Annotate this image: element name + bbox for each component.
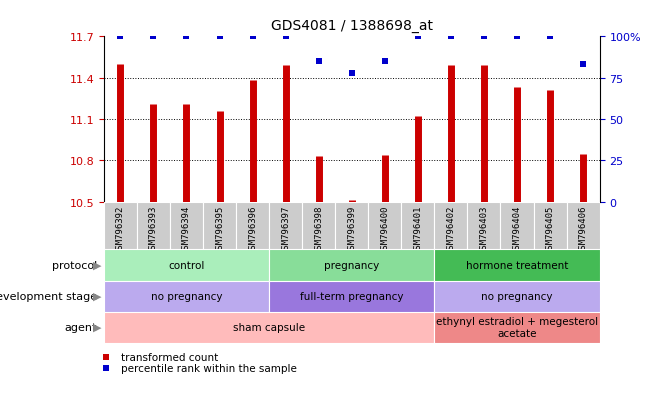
Point — [100, 354, 111, 360]
Bar — [500, 202, 533, 250]
Point — [578, 62, 588, 69]
Bar — [269, 281, 434, 312]
Text: ▶: ▶ — [93, 322, 102, 332]
Text: GSM796401: GSM796401 — [413, 205, 422, 253]
Text: ▶: ▶ — [93, 291, 102, 301]
Text: no pregnancy: no pregnancy — [481, 291, 553, 301]
Bar — [269, 250, 434, 281]
Point — [280, 34, 291, 40]
Point — [413, 34, 423, 40]
Text: GSM796399: GSM796399 — [347, 205, 356, 253]
Bar — [302, 202, 335, 250]
Text: GSM796394: GSM796394 — [182, 205, 191, 253]
Text: GSM796405: GSM796405 — [545, 205, 555, 253]
Bar — [104, 312, 434, 343]
Text: ethynyl estradiol + megesterol
acetate: ethynyl estradiol + megesterol acetate — [436, 316, 598, 338]
Text: GSM796395: GSM796395 — [215, 205, 224, 253]
Point — [214, 34, 225, 40]
Text: pregnancy: pregnancy — [324, 260, 379, 271]
Bar — [434, 250, 600, 281]
Bar — [533, 202, 567, 250]
Bar — [434, 281, 600, 312]
Bar — [203, 202, 236, 250]
Bar — [434, 312, 600, 343]
Text: GSM796402: GSM796402 — [446, 205, 456, 253]
Text: development stage: development stage — [0, 291, 97, 301]
Text: agent: agent — [65, 322, 97, 332]
Point — [247, 34, 258, 40]
Text: full-term pregnancy: full-term pregnancy — [300, 291, 403, 301]
Bar — [401, 202, 434, 250]
Point — [100, 365, 111, 371]
Point — [181, 34, 192, 40]
Text: GSM796404: GSM796404 — [513, 205, 521, 253]
Text: GSM796396: GSM796396 — [248, 205, 257, 253]
Bar — [335, 202, 368, 250]
Point — [446, 34, 456, 40]
Point — [115, 34, 126, 40]
Bar — [369, 202, 401, 250]
Bar — [468, 202, 500, 250]
Point — [545, 34, 555, 40]
Text: GSM796397: GSM796397 — [281, 205, 290, 253]
Bar — [269, 202, 302, 250]
Text: sham capsule: sham capsule — [233, 322, 305, 332]
Bar — [104, 202, 137, 250]
Text: no pregnancy: no pregnancy — [151, 291, 222, 301]
Text: control: control — [168, 260, 204, 271]
Bar — [236, 202, 269, 250]
Text: GSM796403: GSM796403 — [480, 205, 488, 253]
Text: hormone treatment: hormone treatment — [466, 260, 568, 271]
Point — [148, 34, 159, 40]
Bar — [434, 202, 468, 250]
Point — [512, 34, 523, 40]
Bar — [567, 202, 600, 250]
Point — [346, 70, 357, 77]
Point — [478, 34, 489, 40]
Bar — [104, 281, 269, 312]
Text: GSM796400: GSM796400 — [381, 205, 389, 253]
Text: GSM796393: GSM796393 — [149, 205, 158, 253]
Text: protocol: protocol — [52, 260, 97, 271]
Point — [379, 59, 390, 65]
Text: GSM796392: GSM796392 — [116, 205, 125, 253]
Bar — [170, 202, 203, 250]
Bar — [104, 250, 269, 281]
Title: GDS4081 / 1388698_at: GDS4081 / 1388698_at — [271, 19, 433, 33]
Bar — [137, 202, 170, 250]
Text: ▶: ▶ — [93, 260, 102, 271]
Text: GSM796398: GSM796398 — [314, 205, 323, 253]
Point — [314, 59, 324, 65]
Text: GSM796406: GSM796406 — [579, 205, 588, 253]
Text: percentile rank within the sample: percentile rank within the sample — [121, 363, 297, 373]
Text: transformed count: transformed count — [121, 352, 218, 362]
